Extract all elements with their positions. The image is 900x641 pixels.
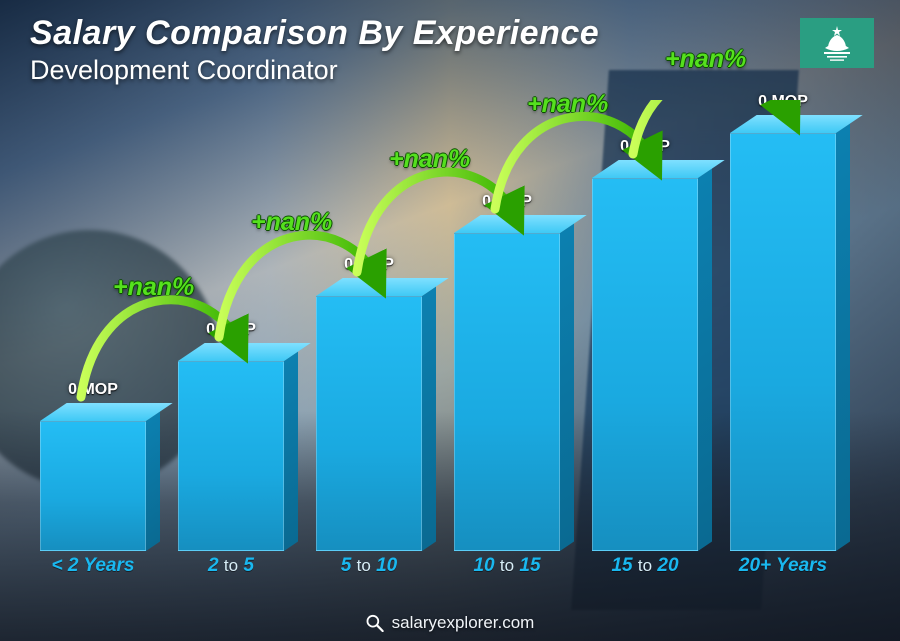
- title-block: Salary Comparison By Experience Developm…: [30, 14, 599, 86]
- search-icon: [366, 614, 384, 632]
- chart-title: Salary Comparison By Experience: [30, 14, 599, 53]
- bars-container: 0 MOP0 MOP0 MOP0 MOP0 MOP0 MOP: [30, 100, 846, 551]
- bar-4: 0 MOP: [582, 178, 708, 551]
- bar-value-label: 0 MOP: [344, 256, 394, 274]
- bar-3: 0 MOP: [444, 233, 570, 551]
- x-label-4: 15 to 20: [582, 555, 708, 581]
- x-label-5: 20+ Years: [720, 555, 846, 581]
- bar-5: 0 MOP: [720, 133, 846, 551]
- x-label-0: < 2 Years: [30, 555, 156, 581]
- chart-subtitle: Development Coordinator: [30, 55, 599, 86]
- footer-text: salaryexplorer.com: [392, 613, 535, 633]
- x-label-1: 2 to 5: [168, 555, 294, 581]
- bar-value-label: 0 MOP: [758, 93, 808, 111]
- bar-chart: 0 MOP0 MOP0 MOP0 MOP0 MOP0 MOP +nan%+nan…: [30, 100, 846, 581]
- footer: salaryexplorer.com: [366, 613, 535, 633]
- macau-flag: [800, 18, 874, 68]
- bar-2: 0 MOP: [306, 296, 432, 551]
- bar-0: 0 MOP: [30, 421, 156, 551]
- bar-1: 0 MOP: [168, 361, 294, 551]
- infographic-stage: Salary Comparison By Experience Developm…: [0, 0, 900, 641]
- x-label-3: 10 to 15: [444, 555, 570, 581]
- bar-value-label: 0 MOP: [620, 138, 670, 156]
- x-label-2: 5 to 10: [306, 555, 432, 581]
- lotus-icon: [817, 23, 857, 63]
- x-labels-container: < 2 Years 2 to 5 5 to 10 10 to 15 15 to 20 20…: [30, 555, 846, 581]
- bar-value-label: 0 MOP: [482, 193, 532, 211]
- bar-value-label: 0 MOP: [68, 381, 118, 399]
- bar-value-label: 0 MOP: [206, 321, 256, 339]
